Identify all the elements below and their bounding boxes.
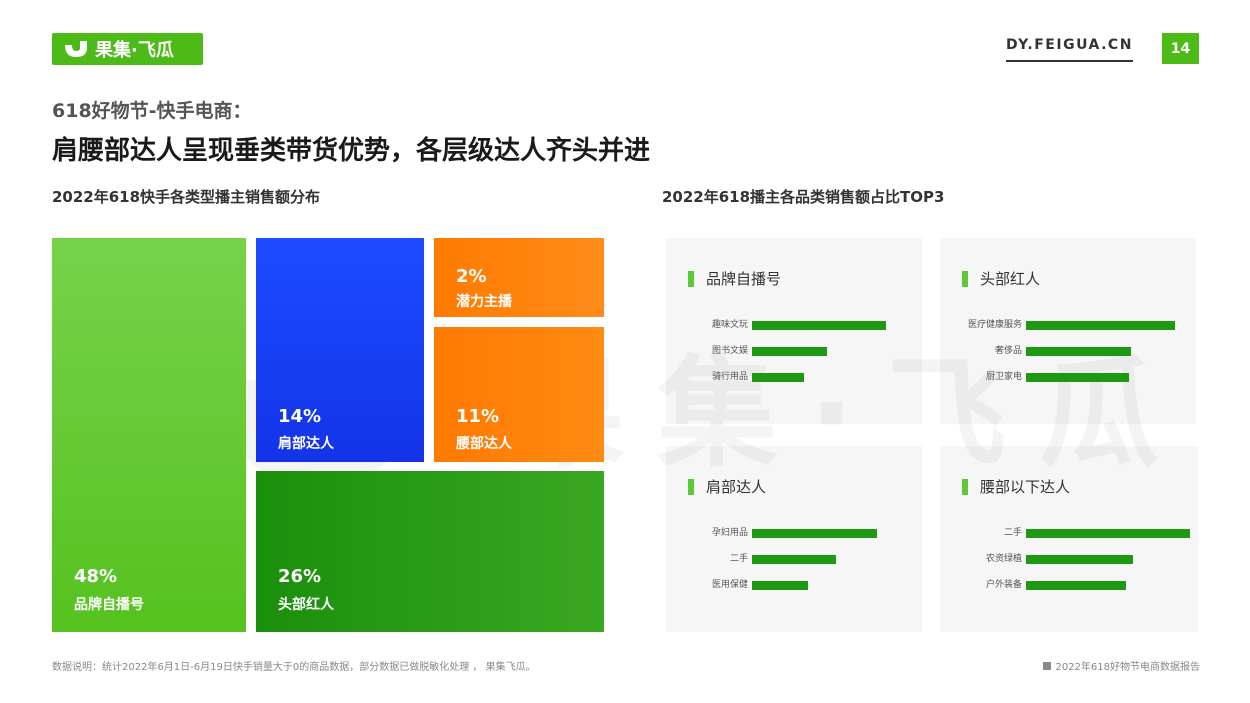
bar-row: 趣味文玩 (666, 319, 922, 331)
category-panel-1: 头部红人医疗健康服务奢侈品厨卫家电 (940, 238, 1196, 424)
bar-panels-title: 2022年618播主各品类销售额占比TOP3 (662, 188, 945, 206)
panel-title-text: 品牌自播号 (706, 270, 782, 288)
page-title: 肩腰部达人呈现垂类带货优势，各层级达人齐头并进 (52, 136, 651, 166)
bar-row: 厨卫家电 (940, 371, 1196, 383)
category-panel-2: 肩部达人孕妇用品二手医用保健 (666, 446, 922, 632)
panel-title-text: 腰部以下达人 (980, 478, 1071, 496)
panel-title: 腰部以下达人 (962, 476, 1070, 497)
treemap-title: 2022年618快手各类型播主销售额分布 (52, 188, 321, 206)
site-url[interactable]: DY.FEIGUA.CN (1006, 37, 1133, 62)
logo-text: 果集·飞瓜 (95, 40, 174, 61)
bar-category-label: 图书文娱 (711, 346, 748, 356)
report-name: 2022年618好物节电商数据报告 (1043, 658, 1200, 673)
bar-row: 孕妇用品 (666, 527, 922, 539)
treemap-tile-label: 潜力主播 (456, 294, 512, 310)
bar-category-label: 二手 (729, 554, 748, 564)
treemap-tile-0: 48% 品牌自播号 (52, 238, 246, 632)
category-panel-0: 品牌自播号趣味文玩图书文娱骑行用品 (666, 238, 922, 424)
data-footnote: 数据说明：统计2022年6月1日-6月19日快手销量大于0的商品数据，部分数据已… (52, 662, 536, 673)
panel-title-text: 肩部达人 (706, 478, 767, 496)
bar (1026, 581, 1126, 590)
bar (1026, 373, 1129, 382)
bar (1026, 347, 1131, 356)
square-icon (1043, 662, 1052, 670)
bar-row: 医疗健康服务 (940, 319, 1196, 331)
bar (752, 529, 877, 538)
bar-row: 户外装备 (940, 579, 1196, 591)
report-name-text: 2022年618好物节电商数据报告 (1055, 662, 1200, 673)
bar-row: 二手 (940, 527, 1196, 539)
brand-logo[interactable]: 果集·飞瓜 (52, 33, 203, 65)
panel-title-text: 头部红人 (980, 270, 1041, 288)
bar-row: 奢侈品 (940, 345, 1196, 357)
bar-category-label: 厨卫家电 (985, 372, 1022, 382)
bar (1026, 529, 1190, 538)
bar (752, 581, 808, 590)
bar-row: 农资绿植 (940, 553, 1196, 565)
panel-title: 头部红人 (962, 268, 1040, 289)
treemap-tile-1: 14% 肩部达人 (256, 238, 424, 462)
panel-title-marker (688, 478, 694, 495)
treemap-tile-percent: 26% (278, 566, 322, 587)
bar (1026, 321, 1175, 330)
bar (752, 555, 836, 564)
bar-category-label: 户外装备 (985, 580, 1022, 590)
panel-title-marker (962, 270, 968, 287)
panel-title-marker (688, 270, 694, 287)
treemap-tile-3: 11% 腰部达人 (434, 327, 604, 462)
logo-icon (65, 41, 87, 57)
panel-title: 肩部达人 (688, 476, 766, 497)
treemap-tile-label: 品牌自播号 (74, 597, 144, 613)
treemap-tile-percent: 14% (278, 406, 322, 427)
treemap-tile-percent: 11% (456, 406, 500, 427)
treemap-chart: 48% 品牌自播号 14% 肩部达人 2% 潜力主播 11% 腰部达人 26% 头部红人 (52, 238, 604, 632)
bar-category-label: 趣味文玩 (711, 320, 748, 330)
treemap-tile-label: 头部红人 (278, 597, 334, 613)
treemap-tile-2: 2% 潜力主播 (434, 238, 604, 317)
bar-row: 医用保健 (666, 579, 922, 591)
page-subtitle: 618好物节-快手电商： (52, 100, 252, 122)
panel-title-marker (962, 478, 968, 495)
treemap-tile-label: 肩部达人 (278, 436, 334, 452)
treemap-tile-percent: 48% (74, 566, 118, 587)
bar-category-label: 农资绿植 (985, 554, 1022, 564)
treemap-tile-label: 腰部达人 (456, 436, 512, 452)
treemap-tile-percent: 2% (456, 266, 487, 287)
treemap-tile-4: 26% 头部红人 (256, 471, 604, 632)
panel-title: 品牌自播号 (688, 268, 781, 289)
bar-category-label: 二手 (1003, 528, 1022, 538)
bar-category-label: 骑行用品 (711, 372, 748, 382)
bar (752, 347, 827, 356)
bar-row: 二手 (666, 553, 922, 565)
bar (752, 321, 886, 330)
bar-row: 图书文娱 (666, 345, 922, 357)
category-panel-3: 腰部以下达人二手农资绿植户外装备 (940, 446, 1198, 632)
bar-category-label: 医疗健康服务 (967, 320, 1022, 330)
bar-category-label: 奢侈品 (994, 346, 1022, 356)
bar (752, 373, 804, 382)
bar (1026, 555, 1133, 564)
page-number: 14 (1162, 33, 1199, 64)
bar-row: 骑行用品 (666, 371, 922, 383)
bar-category-label: 医用保健 (711, 580, 748, 590)
bar-category-label: 孕妇用品 (711, 528, 748, 538)
